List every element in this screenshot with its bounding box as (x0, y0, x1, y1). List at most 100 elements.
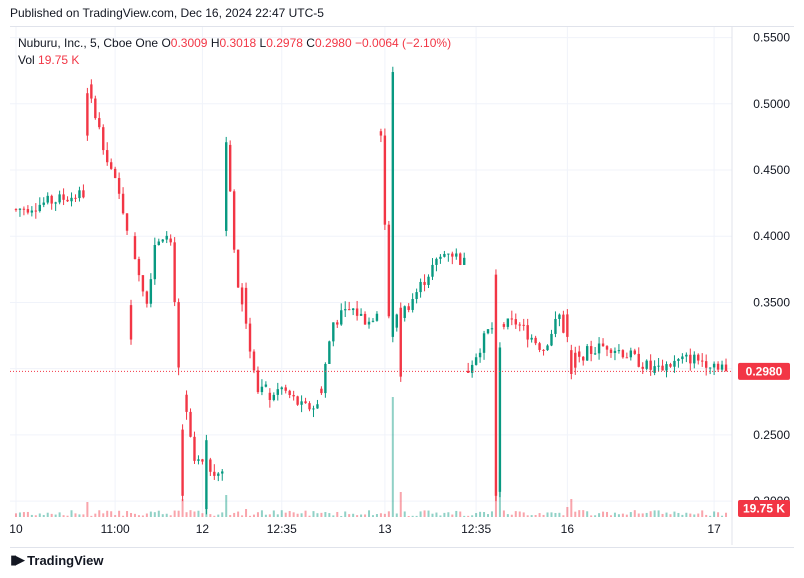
volume-bar (133, 513, 136, 517)
volume-bar (106, 510, 109, 517)
candle-body (613, 350, 617, 353)
volume-bar (391, 397, 394, 517)
tradingview-logo-text: TradingView (27, 552, 104, 568)
volume-bar (487, 514, 490, 517)
candle-body (578, 351, 581, 357)
volume-bar (483, 512, 486, 517)
candle-body (332, 322, 335, 342)
candle-body (574, 352, 577, 368)
volume-bar (276, 514, 279, 517)
volume-bar (324, 512, 327, 517)
candle-body (304, 401, 307, 404)
change-value: −0.0064 (−2.10%) (355, 36, 452, 50)
volume-bar (26, 511, 29, 517)
candle-body (435, 258, 438, 265)
candle-body (669, 364, 672, 367)
volume-bar (431, 513, 434, 517)
tradingview-logo[interactable]: ▮▶ TradingView (10, 552, 104, 568)
volume-bar (181, 499, 184, 517)
volume-bar (578, 510, 581, 517)
candle-body (585, 346, 589, 361)
candle-body (252, 351, 256, 371)
volume-bar (284, 512, 287, 517)
close-label: C (306, 36, 315, 50)
volume-bar (348, 514, 351, 517)
volume-bar (590, 515, 593, 517)
volume-bar (256, 512, 259, 517)
candle-body (649, 360, 652, 370)
volume-bar (387, 511, 390, 517)
candle-body (236, 249, 240, 288)
candle-body (474, 357, 478, 365)
symbol-name[interactable]: Nuburu, Inc., 5, Cboe One (18, 36, 159, 50)
candle-body (629, 350, 633, 358)
volume-bar (352, 513, 355, 517)
volume-bar (657, 510, 660, 517)
candle-body (359, 313, 363, 316)
volume-bar (197, 510, 200, 517)
candle-body (379, 131, 383, 136)
candle-body (42, 202, 45, 205)
volume-bar (316, 513, 319, 517)
candle-body (94, 98, 97, 119)
volume-bar (471, 515, 474, 517)
volume-bar (340, 515, 343, 517)
candle-body (546, 345, 549, 351)
candle-body (518, 324, 521, 326)
volume-bar (447, 512, 450, 517)
volume-bar (213, 515, 216, 517)
candle-body (506, 318, 510, 327)
candle-body (542, 349, 545, 351)
volume-bar (534, 515, 537, 517)
volume-bar (681, 514, 684, 517)
candle-body (689, 354, 692, 364)
candle-body (308, 403, 311, 410)
volume-bar (530, 515, 533, 517)
low-value: 0.2978 (266, 36, 303, 50)
high-label: H (210, 36, 220, 50)
legend-volume-row: Vol 19.75 K (18, 52, 451, 69)
candle-body (268, 392, 272, 401)
candle-body (78, 190, 81, 199)
volume-bar (574, 511, 577, 517)
volume-bar (689, 513, 692, 517)
volume-bar (300, 513, 303, 517)
volume-bar (102, 513, 105, 517)
candle-body (451, 253, 454, 257)
candle-body (383, 135, 387, 225)
candle-body (677, 359, 680, 361)
volume-bar (641, 513, 644, 517)
candle-body (169, 238, 172, 243)
candle-body (570, 350, 573, 374)
open-label: O (161, 36, 171, 50)
candle-body (720, 364, 724, 370)
volume-bar (661, 513, 664, 517)
volume-bar (86, 502, 89, 517)
volume-bar (415, 515, 418, 517)
volume-bar (419, 511, 422, 517)
volume-bar (621, 513, 624, 517)
volume-bar (375, 514, 378, 517)
candle-body (173, 242, 176, 303)
volume-bar (625, 514, 628, 517)
candle-body (419, 281, 422, 293)
volume-bar (34, 515, 37, 517)
volume-bar (62, 515, 65, 517)
volume-bar (554, 512, 557, 517)
candle-body (197, 459, 200, 461)
candle-body (70, 197, 73, 202)
candle-body (193, 436, 196, 461)
candle-body (133, 236, 137, 260)
volume-bar (613, 512, 616, 517)
volume-bar (411, 515, 414, 517)
high-value: 0.3018 (219, 36, 257, 50)
price-axis: 0.20000.25000.30000.35000.40000.45000.50… (731, 27, 790, 545)
volume-bar (463, 515, 466, 517)
volume-bar (475, 513, 478, 517)
candle-body (470, 364, 474, 373)
candle-body (260, 386, 264, 393)
candle-body (550, 333, 553, 346)
volume-bar (455, 510, 458, 517)
candle-body (137, 259, 141, 276)
